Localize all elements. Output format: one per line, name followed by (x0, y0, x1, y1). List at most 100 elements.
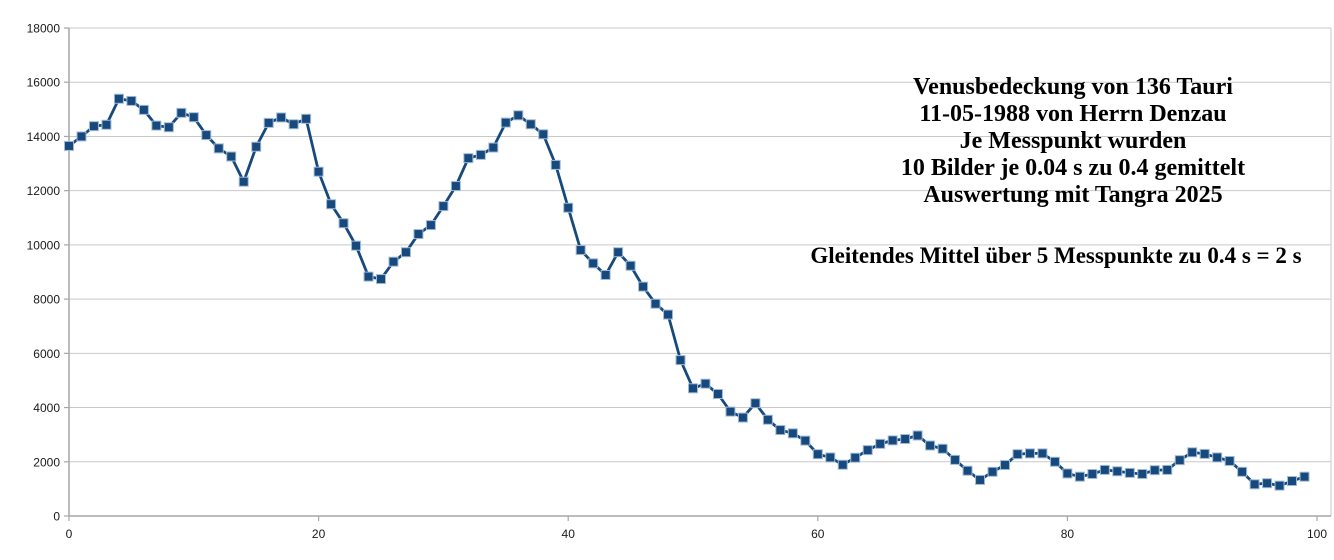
data-point-marker (1137, 468, 1148, 479)
data-point-marker (513, 110, 524, 121)
data-point-marker (762, 414, 773, 425)
data-point-marker (737, 412, 748, 423)
data-point-marker (251, 141, 262, 152)
y-tick-label: 6000 (33, 347, 60, 361)
x-tick-label: 0 (66, 527, 73, 541)
data-point-marker (750, 398, 761, 409)
data-point-marker (900, 434, 911, 445)
x-tick-label: 100 (1307, 527, 1327, 541)
data-point-marker (600, 269, 611, 280)
data-series-line (67, 97, 1306, 488)
y-tick-label: 12000 (27, 184, 61, 198)
data-point-marker (413, 229, 424, 240)
data-point-marker (238, 176, 249, 187)
data-point-marker (226, 151, 237, 162)
data-point-marker (787, 428, 798, 439)
data-point-marker (862, 445, 873, 456)
y-tick-label: 8000 (33, 293, 60, 307)
data-point-marker (301, 113, 312, 124)
y-tick-label: 4000 (33, 401, 60, 415)
data-point-marker (151, 120, 162, 131)
y-tick-label: 16000 (27, 76, 61, 90)
data-point-marker (688, 383, 698, 394)
y-tick-label: 10000 (27, 238, 61, 252)
data-point-marker (201, 130, 212, 141)
data-point-marker (76, 131, 87, 142)
x-tick-label: 20 (312, 527, 326, 541)
data-point-marker (313, 166, 324, 177)
data-point-marker (388, 256, 399, 267)
chart-annotation-block: Venusbedeckung von 136 Tauri 11-05-1988 … (798, 74, 1334, 209)
data-point-marker (1112, 466, 1123, 477)
y-tick-label: 18000 (27, 22, 61, 36)
data-point-marker (725, 406, 736, 417)
data-point-marker (700, 378, 711, 389)
data-point-marker (101, 119, 112, 130)
data-point-marker (475, 149, 486, 160)
data-point-marker (1000, 460, 1010, 471)
data-point-marker (126, 95, 137, 106)
data-point-marker (975, 474, 986, 485)
x-tick-label: 80 (1061, 527, 1075, 541)
annotation-line-2: 11-05-1988 von Herrn Denzau (919, 101, 1227, 127)
data-point-marker (663, 309, 674, 320)
data-point-marker (1149, 465, 1160, 476)
data-point-marker (1087, 468, 1098, 479)
data-point-marker (950, 454, 961, 465)
data-point-marker (213, 143, 224, 154)
data-point-marker (463, 153, 474, 164)
y-tick-label: 0 (53, 510, 60, 524)
annotation-line-3: Je Messpunkt wurden (959, 128, 1187, 154)
data-point-marker (538, 129, 549, 140)
data-point-marker (675, 355, 686, 366)
data-point-marker (1299, 471, 1310, 482)
data-point-marker (800, 435, 811, 446)
data-point-marker (638, 281, 649, 292)
data-point-marker (1212, 452, 1223, 463)
data-point-marker (188, 112, 199, 123)
y-tick-label: 2000 (33, 455, 60, 469)
data-point-marker (1199, 448, 1210, 459)
data-point-marker (376, 274, 386, 285)
data-point-marker (1124, 467, 1135, 478)
data-point-marker (775, 425, 786, 436)
data-point-marker (1037, 448, 1048, 459)
chart-footnote: Gleitendes Mittel über 5 Messpunkte zu 0… (810, 243, 1302, 268)
data-point-marker (837, 459, 848, 470)
data-point-marker (276, 112, 287, 123)
annotation-line-1: Venusbedeckung von 136 Tauri (913, 74, 1233, 100)
data-point-marker (113, 93, 124, 104)
data-point-marker (625, 260, 636, 271)
data-point-marker (1174, 455, 1185, 466)
data-point-marker (326, 199, 337, 210)
data-point-marker (887, 435, 898, 446)
data-point-marker (650, 298, 661, 309)
data-point-marker (875, 438, 886, 449)
data-point-marker (363, 271, 374, 282)
data-point-marker (88, 121, 99, 132)
data-point-marker (425, 220, 436, 231)
data-point-marker (812, 449, 823, 460)
data-point-marker (550, 159, 561, 170)
data-point-marker (338, 218, 349, 229)
data-point-marker (1062, 468, 1073, 479)
data-point-marker (1249, 479, 1260, 490)
annotation-line-4: 10 Bilder je 0.04 s zu 0.4 gemittelt (900, 155, 1246, 181)
data-point-marker (400, 247, 411, 258)
data-point-marker (288, 119, 299, 130)
data-point-marker (64, 140, 74, 151)
data-point-marker (825, 452, 836, 463)
data-point-marker (1262, 478, 1273, 489)
data-point-marker (962, 465, 973, 476)
data-point-marker (712, 389, 723, 399)
data-point-marker (438, 201, 449, 212)
data-point-marker (1287, 476, 1298, 487)
data-point-marker (987, 466, 998, 477)
data-point-marker (912, 430, 923, 441)
data-point-marker (925, 440, 936, 451)
data-point-marker (263, 117, 274, 128)
data-point-marker (1187, 447, 1198, 458)
data-point-marker (1049, 456, 1060, 467)
data-point-marker (1162, 464, 1173, 475)
